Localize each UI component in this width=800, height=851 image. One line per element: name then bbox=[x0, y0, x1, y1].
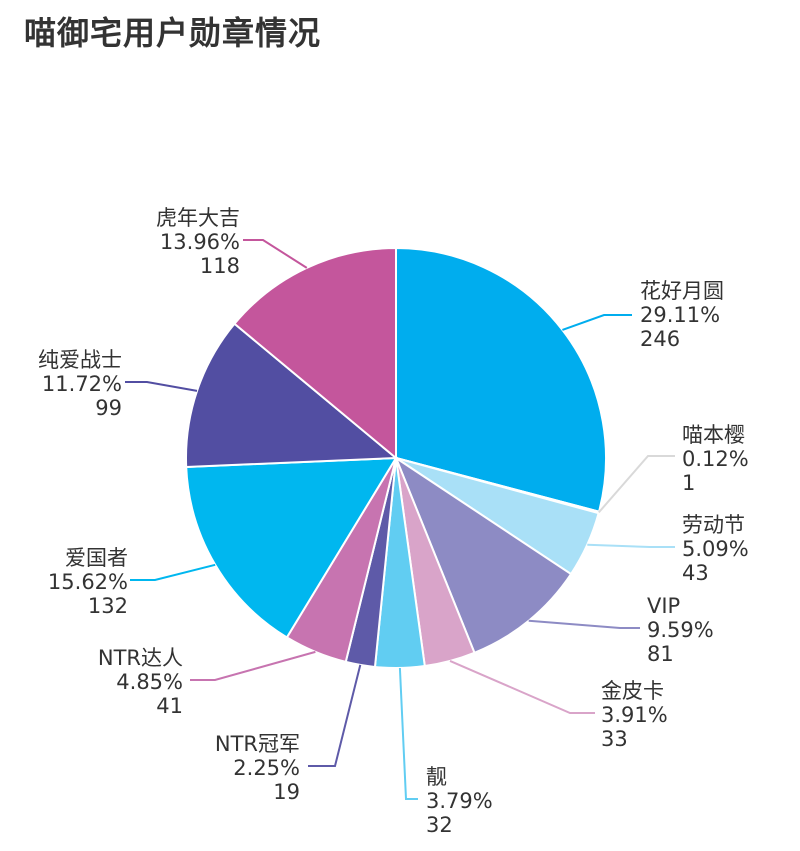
leader-line-6 bbox=[398, 667, 418, 800]
slice-label-name-10: 纯爱战士 bbox=[38, 348, 122, 372]
leader-line-8 bbox=[190, 650, 316, 681]
slice-label-value-8: 41 bbox=[156, 694, 183, 718]
slice-label-name-8: NTR达人 bbox=[98, 646, 183, 670]
leader-line-1 bbox=[562, 314, 632, 331]
pie-slice-4 bbox=[393, 455, 573, 655]
slice-label-percent-6: 3.79% bbox=[426, 789, 493, 813]
slice-label-percent-3: 5.09% bbox=[682, 537, 749, 561]
leader-line-7 bbox=[308, 664, 362, 767]
leader-line-5 bbox=[449, 659, 595, 714]
leader-lines bbox=[125, 239, 675, 800]
slice-label-value-3: 43 bbox=[682, 561, 709, 585]
leader-line-2 bbox=[598, 455, 675, 514]
slice-label-name-1: 花好月圆 bbox=[640, 279, 724, 303]
slice-label-name-6: 靓 bbox=[426, 765, 447, 789]
pie-slices bbox=[185, 246, 607, 669]
slice-label-name-9: 爱国者 bbox=[65, 546, 128, 570]
leader-line-11 bbox=[243, 239, 308, 269]
slice-label-value-2: 1 bbox=[682, 471, 695, 495]
slice-label-percent-9: 15.62% bbox=[48, 570, 128, 594]
slice-label-name-2: 喵本樱 bbox=[682, 423, 745, 447]
slice-label-percent-4: 9.59% bbox=[647, 618, 714, 642]
slice-label-percent-2: 0.12% bbox=[682, 447, 749, 471]
slice-label-value-6: 32 bbox=[426, 813, 453, 837]
slice-label-name-5: 金皮卡 bbox=[601, 679, 664, 703]
slice-label-value-5: 33 bbox=[601, 727, 628, 751]
slice-label-percent-5: 3.91% bbox=[601, 703, 668, 727]
pie-slice-10 bbox=[185, 322, 399, 469]
slice-label-value-11: 118 bbox=[200, 254, 240, 278]
leader-line-9 bbox=[130, 563, 216, 581]
slice-label-value-4: 81 bbox=[647, 642, 674, 666]
slice-label-value-10: 99 bbox=[95, 396, 122, 420]
slice-label-name-11: 虎年大吉 bbox=[156, 206, 240, 230]
slice-label-percent-8: 4.85% bbox=[116, 670, 183, 694]
slice-label-name-4: VIP bbox=[647, 594, 680, 618]
chart-title: 喵御宅用户勋章情况 bbox=[24, 14, 322, 52]
slice-label-percent-10: 11.72% bbox=[42, 372, 122, 396]
slice-label-value-9: 132 bbox=[88, 594, 128, 618]
leader-line-10 bbox=[125, 381, 198, 392]
slice-label-name-7: NTR冠军 bbox=[215, 732, 300, 756]
slice-label-value-1: 246 bbox=[640, 327, 680, 351]
leader-line-4 bbox=[528, 619, 640, 629]
slice-label-percent-11: 13.96% bbox=[160, 230, 240, 254]
slice-label-percent-7: 2.25% bbox=[233, 756, 300, 780]
leader-line-3 bbox=[587, 543, 675, 548]
slice-label-name-3: 劳动节 bbox=[682, 513, 745, 537]
slice-label-value-7: 19 bbox=[273, 780, 300, 804]
slice-label-percent-1: 29.11% bbox=[640, 303, 720, 327]
pie-slice-1 bbox=[395, 246, 607, 513]
